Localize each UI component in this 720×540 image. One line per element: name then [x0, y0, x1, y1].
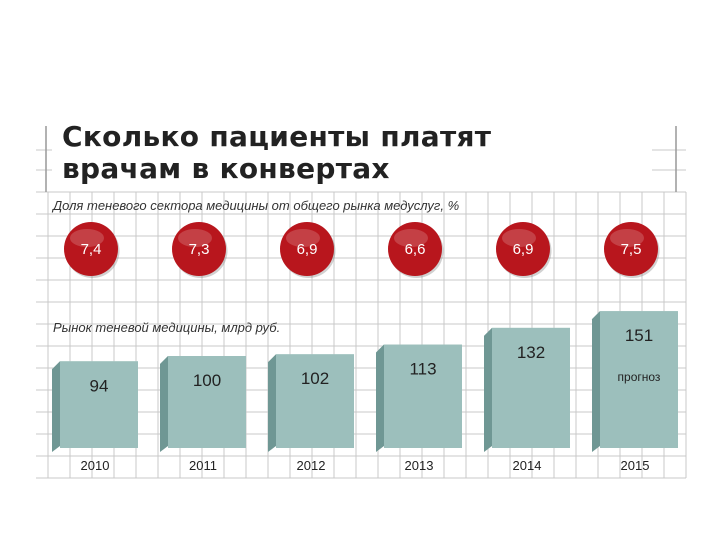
share-circle-gloss [178, 229, 212, 247]
share-circles: 7,4 7,3 6,9 6,6 6,9 7,5 [64, 222, 660, 278]
bar [492, 327, 570, 448]
share-value-label: 6,6 [405, 241, 426, 258]
share-value-label: 6,9 [513, 241, 534, 258]
share-value-label: 6,9 [297, 241, 318, 258]
bar-side [484, 327, 492, 452]
share-circle-gloss [70, 229, 104, 247]
share-circle [388, 222, 442, 276]
year-tick-label: 2013 [405, 458, 434, 473]
bar-side [160, 356, 168, 452]
share-subtitle: Доля теневого сектора медицины от общего… [51, 198, 459, 213]
bar-value-label: 132 [517, 343, 545, 362]
title-backdrop [52, 118, 652, 190]
forecast-note: прогноз [618, 370, 661, 384]
chart-title-line-1: Сколько пациенты платят [62, 120, 492, 153]
bar [276, 354, 354, 448]
year-tick-label: 2015 [621, 458, 650, 473]
bar-side [52, 361, 60, 452]
market-bars: 94 100 102 113 132 151 прогноз [52, 311, 678, 452]
bar-value-label: 100 [193, 371, 221, 390]
share-circle-gloss [502, 229, 536, 247]
bar-value-label: 151 [625, 326, 653, 345]
share-value-label: 7,3 [189, 241, 210, 258]
bar [60, 361, 138, 448]
share-circle-gloss [286, 229, 320, 247]
share-value-label: 7,4 [81, 241, 102, 258]
bar [600, 311, 678, 448]
bar [384, 344, 462, 448]
year-tick-label: 2010 [81, 458, 110, 473]
bar [168, 356, 246, 448]
share-circle [604, 222, 658, 276]
year-tick-label: 2011 [189, 458, 217, 473]
bar-side [376, 344, 384, 452]
year-tick-label: 2014 [513, 458, 542, 473]
bar-value-label: 102 [301, 369, 329, 388]
year-tick-label: 2012 [297, 458, 326, 473]
share-circle [280, 222, 334, 276]
share-circle-gloss [610, 229, 644, 247]
bar-side [592, 311, 600, 452]
share-circle [496, 222, 550, 276]
bar-value-label: 113 [409, 360, 436, 379]
bar-side [268, 354, 276, 452]
year-labels: 2010 2011 2012 2013 2014 2015 [81, 458, 650, 473]
chart-title-line-2: врачам в конвертах [62, 152, 390, 185]
share-circle [172, 222, 226, 276]
share-value-label: 7,5 [621, 241, 642, 258]
share-circle-gloss [394, 229, 428, 247]
share-circle [64, 222, 118, 276]
bar-value-label: 94 [90, 376, 109, 395]
market-subtitle: Рынок теневой медицины, млрд руб. [53, 320, 280, 335]
